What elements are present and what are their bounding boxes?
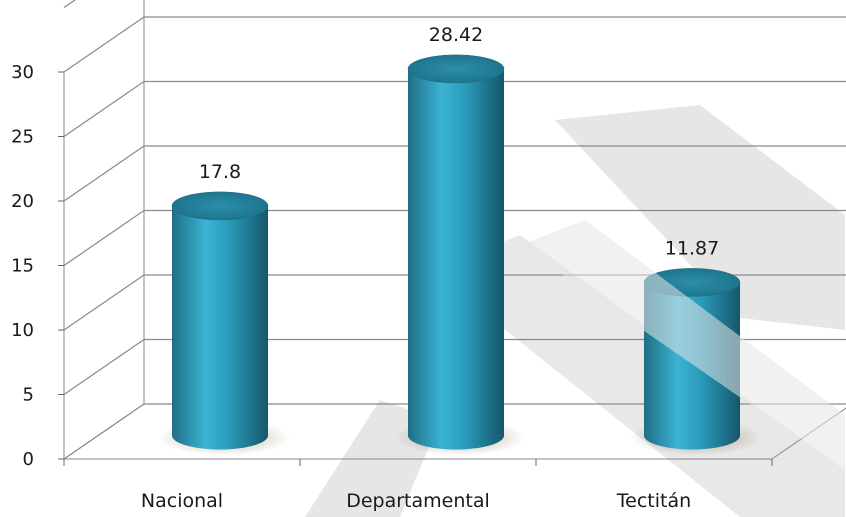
watermark-front-shape xyxy=(520,220,845,470)
x-category-label: Departamental xyxy=(346,490,490,512)
y-axis-ticks: 0 5 10 15 20 25 30 xyxy=(11,62,64,470)
y-tick-label: 25 xyxy=(11,127,34,148)
y-tick-label: 10 xyxy=(11,320,34,341)
y-tick-label: 5 xyxy=(23,385,34,406)
gridline-side xyxy=(63,16,145,73)
gridline-side xyxy=(63,274,145,331)
watermark-overlay xyxy=(520,220,845,470)
gridline-side xyxy=(63,339,145,395)
x-category-label: Tectitán xyxy=(616,490,691,512)
gridline-side xyxy=(63,0,76,8)
y-tick-label: 15 xyxy=(11,256,34,277)
y-tick-label: 30 xyxy=(11,62,34,83)
bars-layer: 17.8 28.42 11.87 xyxy=(158,24,762,456)
gridline-side xyxy=(63,403,145,460)
gridline-side xyxy=(63,145,145,202)
bar-body xyxy=(408,68,504,450)
bar-body xyxy=(172,205,268,450)
x-axis: Nacional Departamental Tectitán xyxy=(63,459,773,512)
bar: 28.42 xyxy=(394,24,526,456)
x-category-label: Nacional xyxy=(141,490,223,512)
y-tick-label: 0 xyxy=(23,449,34,470)
gridline-side xyxy=(63,210,145,266)
data-label: 17.8 xyxy=(199,161,241,183)
bar: 17.8 xyxy=(158,161,290,456)
watermark-shape xyxy=(305,105,845,517)
gridline-side xyxy=(63,81,145,137)
watermark-top xyxy=(555,105,845,330)
y-tick-label: 20 xyxy=(11,191,34,212)
bar-top xyxy=(407,54,505,84)
bar-top xyxy=(171,191,269,221)
data-label: 28.42 xyxy=(429,24,483,46)
data-label: 11.87 xyxy=(665,237,719,259)
